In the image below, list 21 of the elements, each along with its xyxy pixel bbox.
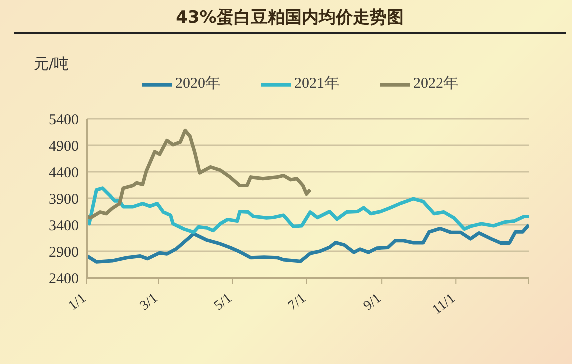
x-tick-label: 3/1 xyxy=(138,291,162,314)
x-tick-label: 9/1 xyxy=(361,291,385,314)
line-series xyxy=(87,223,529,264)
x-tick-label: 7/1 xyxy=(286,291,310,314)
chart-title: 43%蛋白豆粕国内均价走势图 xyxy=(14,4,566,34)
y-tick-label: 4400 xyxy=(49,165,79,182)
x-tick-label: 11/1 xyxy=(430,291,459,318)
line-series xyxy=(87,186,529,234)
x-tick-label: 5/1 xyxy=(212,291,236,314)
x-tick-label: 1/1 xyxy=(66,291,90,314)
y-tick-label: 3400 xyxy=(49,218,79,234)
y-tick-label: 2900 xyxy=(49,244,79,261)
legend-label: 2020年 xyxy=(176,76,220,92)
line-series xyxy=(87,128,312,220)
y-tick-label: 4900 xyxy=(49,138,79,155)
y-tick-label: 2400 xyxy=(49,271,79,288)
legend-label: 2022年 xyxy=(414,76,458,92)
y-tick-label: 3900 xyxy=(49,192,79,208)
y-axis-title: 元/吨 xyxy=(34,55,70,74)
legend-label: 2021年 xyxy=(294,76,340,92)
y-tick-label: 5400 xyxy=(49,112,79,128)
